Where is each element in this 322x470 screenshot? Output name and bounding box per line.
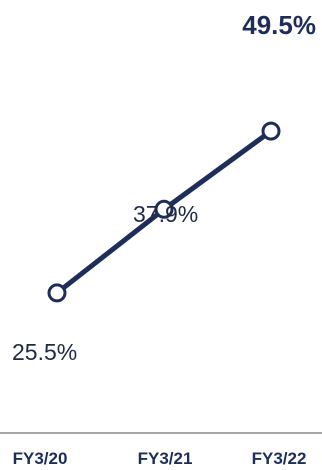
data-point-fy3-20 [47, 283, 67, 303]
data-label-fy3-21: 37.9% [133, 201, 198, 227]
data-point-fy3-22 [261, 121, 281, 141]
x-tick-fy3-21: FY3/21 [138, 449, 193, 468]
x-tick-fy3-22: FY3/22 [252, 449, 307, 468]
x-tick-fy3-20: FY3/20 [13, 449, 68, 468]
data-point-fy3-21 [154, 199, 174, 219]
data-label-fy3-22: 49.5% [242, 10, 316, 40]
data-points [47, 121, 281, 303]
x-tick-labels: FY3/20 FY3/21 FY3/22 [13, 449, 307, 468]
data-label-fy3-20: 25.5% [12, 339, 77, 365]
data-labels: 25.5% 37.9% 49.5% [12, 10, 316, 365]
